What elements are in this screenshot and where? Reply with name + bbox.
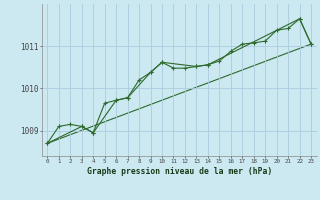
X-axis label: Graphe pression niveau de la mer (hPa): Graphe pression niveau de la mer (hPa): [87, 167, 272, 176]
